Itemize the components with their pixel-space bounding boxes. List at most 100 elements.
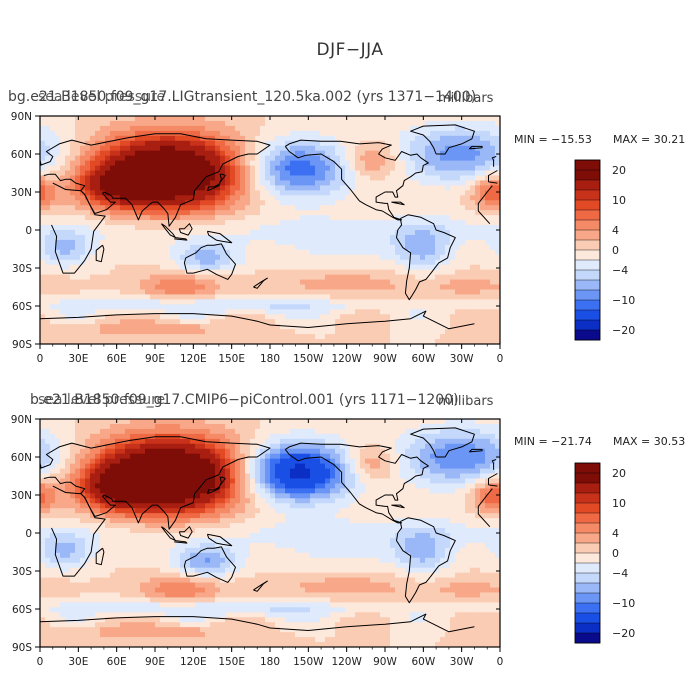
panel-1-colorbar-label: −20 [612, 324, 635, 337]
panel-1-coastline-8 [174, 237, 188, 241]
panel-2-variable-label: sea level pressure [38, 392, 166, 408]
panel-2-min-label: MIN = −21.74 [514, 435, 592, 448]
panel-2-colorbar-label: 10 [612, 497, 626, 510]
panel-2-colorbar-box [574, 622, 601, 634]
panel-1-coastline-9 [178, 223, 193, 236]
panel-2-colorbar-label: −10 [612, 597, 635, 610]
panel-2-colorbar-box [574, 472, 601, 484]
panel-2-coastline-4 [396, 517, 456, 604]
panel-1-colorbar-box [574, 299, 601, 311]
panel-1-colorbar-box [574, 169, 601, 181]
panel-1-coastline-13 [253, 277, 268, 289]
panel-1-x-tick-label: 60E [107, 353, 127, 365]
panel-1-coastline-14 [468, 145, 483, 150]
panel-2-colorbar-box [574, 602, 601, 614]
panel-2-colorbar-box [574, 522, 601, 534]
panel-1-colorbar-box [574, 199, 601, 211]
panel-2-coastline-8 [174, 540, 188, 544]
panel-2-colorbar-box [574, 632, 601, 644]
panel-2-y-tick-label: 30N [11, 490, 32, 502]
panel-2-coastline-9 [178, 526, 193, 539]
panel-2-coastline-1 [488, 484, 498, 487]
panel-2-coastline-12 [95, 547, 105, 566]
panel-1-y-tick-label: 60N [11, 149, 32, 161]
panel-2-colorbar-box [574, 462, 601, 474]
panel-2-coastline-15 [391, 504, 405, 509]
panel-1-colorbar-label: −4 [612, 264, 628, 277]
panel-2-y-tick-label: 0 [25, 528, 32, 540]
panel-1-x-tick-label: 0 [497, 353, 504, 365]
panel-2-coastline-5 [410, 427, 475, 458]
panel-2-x-tick-label: 60E [107, 656, 127, 668]
panel-2-colorbar-box [574, 542, 601, 554]
panel-1-x-tick-label: 150E [218, 353, 245, 365]
panel-2-colorbar-label: 4 [612, 527, 619, 540]
panel-2-colorbar-label: −4 [612, 567, 628, 580]
panel-2-coastline-3 [284, 442, 429, 524]
panel-1-coastline-4 [396, 214, 456, 301]
panel-1-x-tick-label: 150W [293, 353, 324, 365]
panel-1-colorbar-box [574, 329, 601, 341]
panel-2-coastline-11 [491, 459, 497, 470]
panel-2-x-tick-label: 120W [331, 656, 362, 668]
panel-2-colorbar-label: 20 [612, 467, 626, 480]
panel-1-y-tick-label: 60S [12, 301, 32, 313]
panel-2-colorbar-box [574, 562, 601, 574]
panel-2-coastline-0 [477, 513, 491, 528]
panel-1-coastlines [40, 124, 498, 330]
panel-2-colorbar-box [574, 582, 601, 594]
panel-1-coastline-0 [477, 210, 491, 225]
panel-1-colorbar-box [574, 269, 601, 281]
panel-1-colorbar-box [574, 229, 601, 241]
panel-1-coastline-16 [40, 313, 271, 326]
panel-1-colorbar-label: 0 [612, 244, 619, 257]
panel-2-coastline-16 [269, 613, 475, 633]
panel-2-x-tick-label: 60W [411, 656, 435, 668]
panel-1-colorbar-box [574, 209, 601, 221]
panel-1-colorbar-box [574, 309, 601, 321]
panel-1-colorbar-box [574, 289, 601, 301]
panel-2-colorbar-box [574, 482, 601, 494]
panel-1-coastline-6 [206, 173, 226, 192]
panel-1-coastline-2 [183, 243, 236, 280]
panel-1-x-tick-label: 120E [180, 353, 207, 365]
panel-2-coastline-1 [40, 436, 271, 530]
panel-1-colorbar-frame [574, 159, 601, 341]
panel-1-coastline-0 [477, 185, 493, 211]
panel-1-x-tick-label: 90E [145, 353, 165, 365]
panel-1-y-tick-label: 30S [12, 263, 32, 275]
panel-2-x-tick-label: 0 [37, 656, 44, 668]
panel-2-coastline-13 [253, 580, 268, 592]
panel-2-x-tick-label: 90W [373, 656, 397, 668]
panel-2-coastline-1 [488, 473, 498, 485]
panel-2-coastlines [40, 427, 498, 633]
panel-2-x-tick-label: 150E [218, 656, 245, 668]
panel-2-x-tick-label: 0 [497, 656, 504, 668]
panel-1-coastline-1 [488, 170, 498, 182]
panel-2-colorbar-box [574, 532, 601, 544]
panel-1-variable-label: sea level pressure [38, 89, 166, 105]
panel-1-coastline-1 [488, 181, 498, 184]
panel-2-x-tick-label: 150W [293, 656, 324, 668]
panel-2-coastline-14 [468, 448, 483, 453]
panel-1-x-tick-label: 120W [331, 353, 362, 365]
panel-2-colorbar-box [574, 502, 601, 514]
panel-1-x-tick-label: 180 [260, 353, 280, 365]
panel-1-coastline-3 [284, 139, 429, 221]
panel-1-coastline-15 [391, 201, 405, 206]
panel-1-colorbar-label: 20 [612, 164, 626, 177]
panel-2-max-label: MAX = 30.53 [613, 435, 686, 448]
panel-2-x-tick-label: 120E [180, 656, 207, 668]
panel-2-colorbar-box [574, 552, 601, 564]
panel-2-coastline-6 [206, 476, 226, 495]
panel-2-coastline-16 [40, 616, 271, 629]
panel-2-coastline-2 [183, 546, 236, 583]
panel-1-x-tick-label: 90W [373, 353, 397, 365]
panel-2-colorbar-frame [574, 462, 601, 644]
panel-1-colorbar-label: 10 [612, 194, 626, 207]
panel-2-colorbar-box [574, 572, 601, 584]
panel-2-y-tick-label: 60S [12, 604, 32, 616]
panel-1-coastline-1 [40, 133, 271, 227]
panel-1-x-tick-label: 0 [37, 353, 44, 365]
